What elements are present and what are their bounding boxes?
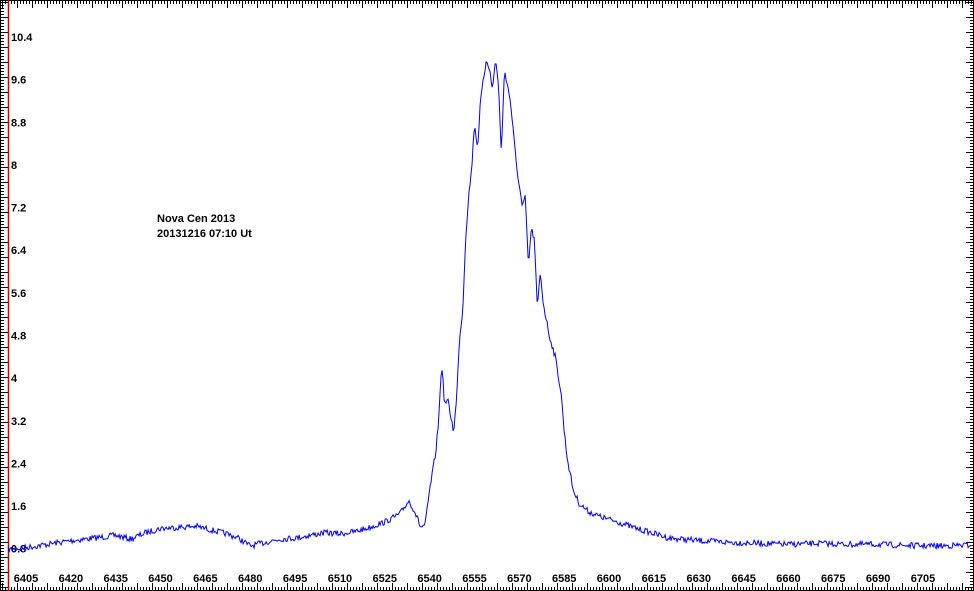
y-tick-label: 1.6 — [11, 501, 26, 513]
x-tick-label: 6420 — [59, 573, 83, 585]
x-tick-label: 6645 — [731, 573, 755, 585]
y-tick-label: 10.4 — [11, 32, 33, 44]
x-tick-label: 6510 — [328, 573, 352, 585]
x-tick-label: 6405 — [14, 573, 38, 585]
y-tick-label: 4.8 — [11, 330, 26, 342]
y-tick-labels: 10.49.68.887.26.45.64.843.22.41.60.8 — [11, 32, 33, 556]
x-tick-label: 6525 — [373, 573, 397, 585]
y-tick-label: 5.6 — [11, 288, 26, 300]
x-tick-label: 6465 — [193, 573, 217, 585]
y-tick-label: 9.6 — [11, 75, 26, 87]
x-tick-label: 6600 — [597, 573, 621, 585]
x-tick-label: 6705 — [911, 573, 935, 585]
x-tick-label: 6495 — [283, 573, 307, 585]
y-tick-label: 3.2 — [11, 416, 26, 428]
y-tick-label: 8.8 — [11, 117, 26, 129]
y-tick-label: 4 — [11, 373, 18, 385]
x-tick-label: 6555 — [462, 573, 486, 585]
y-tick-label: 2.4 — [11, 458, 27, 470]
x-tick-label: 6450 — [148, 573, 172, 585]
x-tick-label: 6690 — [866, 573, 890, 585]
y-tick-label: 7.2 — [11, 203, 26, 215]
x-tick-label: 6660 — [776, 573, 800, 585]
annotation-line-1: Nova Cen 2013 — [157, 213, 235, 225]
x-tick-labels: 6405 6420 6435 6450 6465 6480 6495 6510 6525 6540… — [14, 573, 935, 585]
x-tick-label: 6675 — [821, 573, 845, 585]
x-tick-label: 6480 — [238, 573, 262, 585]
x-tick-label: 6585 — [552, 573, 576, 585]
x-tick-label: 6435 — [103, 573, 127, 585]
annotation-line-2: 20131216 07:10 Ut — [157, 228, 252, 240]
x-tick-label: 6570 — [507, 573, 531, 585]
y-tick-label: 8 — [11, 160, 17, 172]
x-tick-label: 6540 — [417, 573, 441, 585]
y-tick-label: 6.4 — [11, 245, 27, 257]
spectrum-line — [7, 61, 971, 553]
x-tick-label: 6615 — [642, 573, 666, 585]
x-tick-label: 6630 — [687, 573, 711, 585]
